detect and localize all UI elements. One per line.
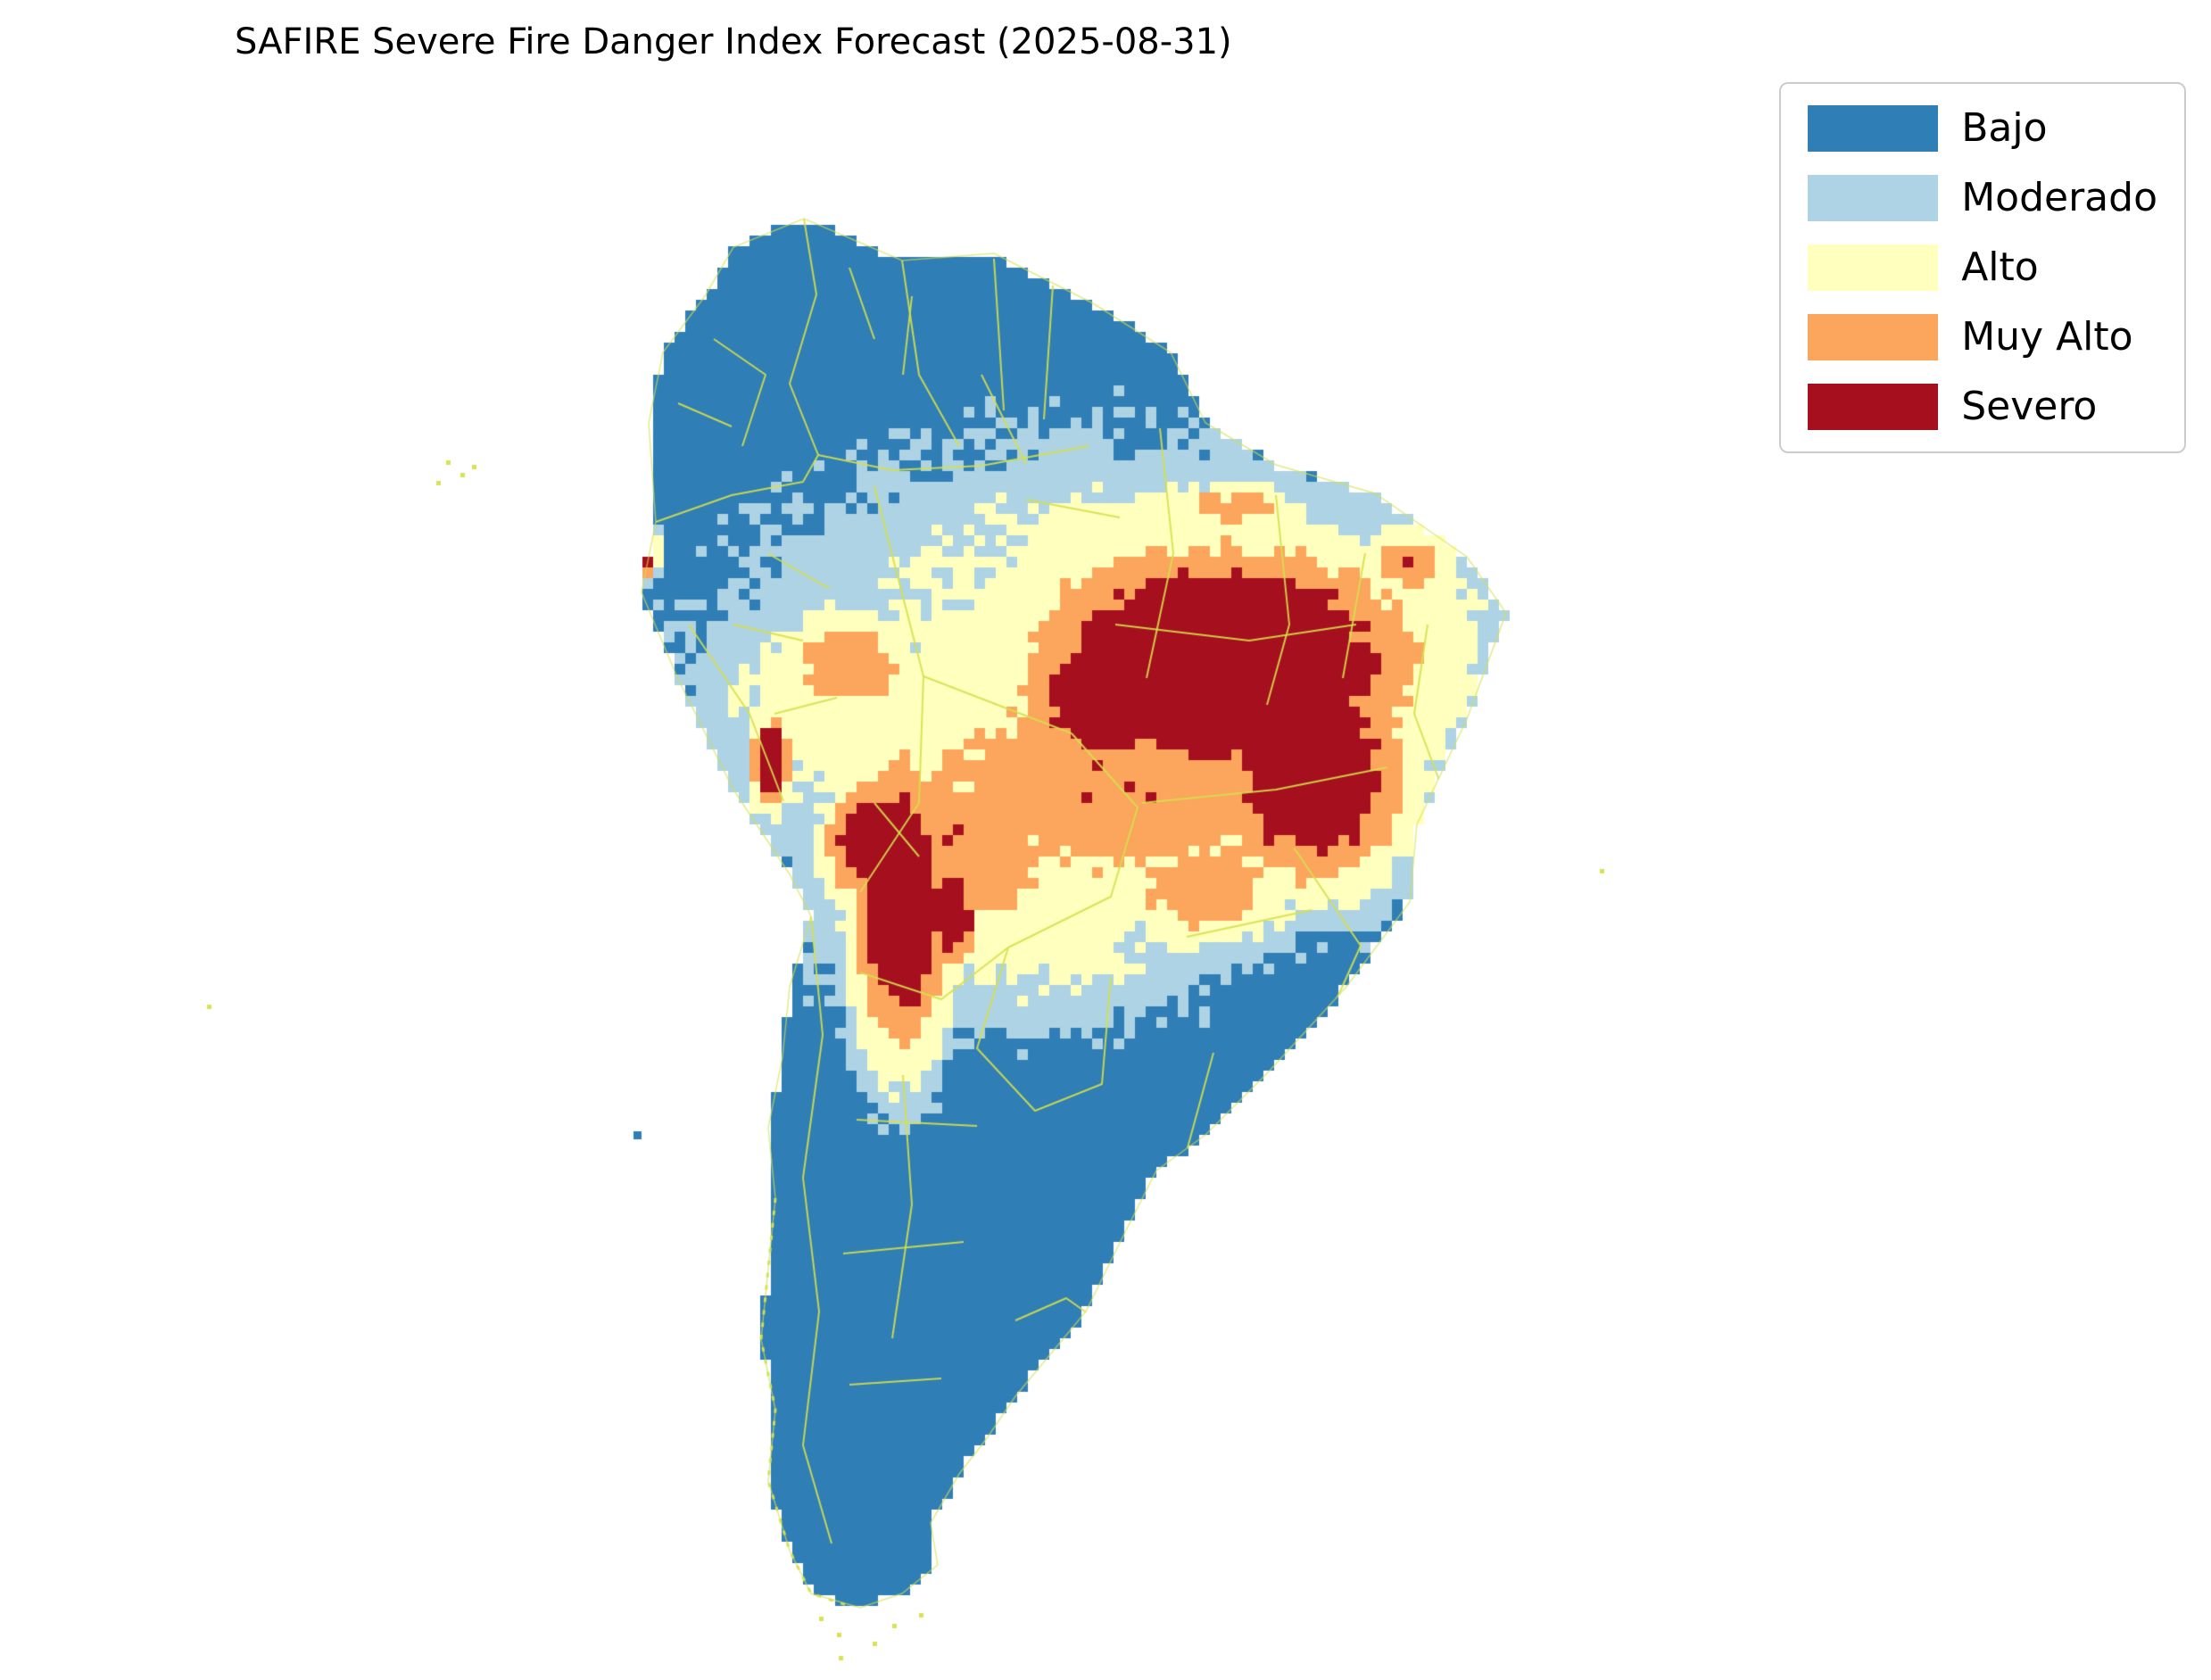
legend-swatch-moderado bbox=[1808, 175, 1939, 221]
legend-label-moderado: Moderado bbox=[1961, 174, 2157, 220]
legend-item-moderado: Moderado bbox=[1808, 175, 2157, 221]
legend-label-bajo: Bajo bbox=[1961, 104, 2048, 151]
legend-item-severo: Severo bbox=[1808, 384, 2157, 430]
legend-swatch-bajo bbox=[1808, 105, 1939, 152]
legend-item-bajo: Bajo bbox=[1808, 105, 2157, 152]
legend-item-alto: Alto bbox=[1808, 244, 2157, 291]
legend-swatch-muy-alto bbox=[1808, 314, 1939, 360]
legend-item-muy-alto: Muy Alto bbox=[1808, 314, 2157, 360]
legend-swatch-severo bbox=[1808, 384, 1939, 430]
legend: Bajo Moderado Alto Muy Alto Severo bbox=[1779, 82, 2186, 453]
legend-swatch-alto bbox=[1808, 244, 1939, 291]
legend-label-muy-alto: Muy Alto bbox=[1961, 313, 2133, 360]
figure-title: SAFIRE Severe Fire Danger Index Forecast… bbox=[235, 21, 1232, 62]
legend-label-alto: Alto bbox=[1961, 244, 2039, 290]
legend-label-severo: Severo bbox=[1961, 383, 2098, 429]
